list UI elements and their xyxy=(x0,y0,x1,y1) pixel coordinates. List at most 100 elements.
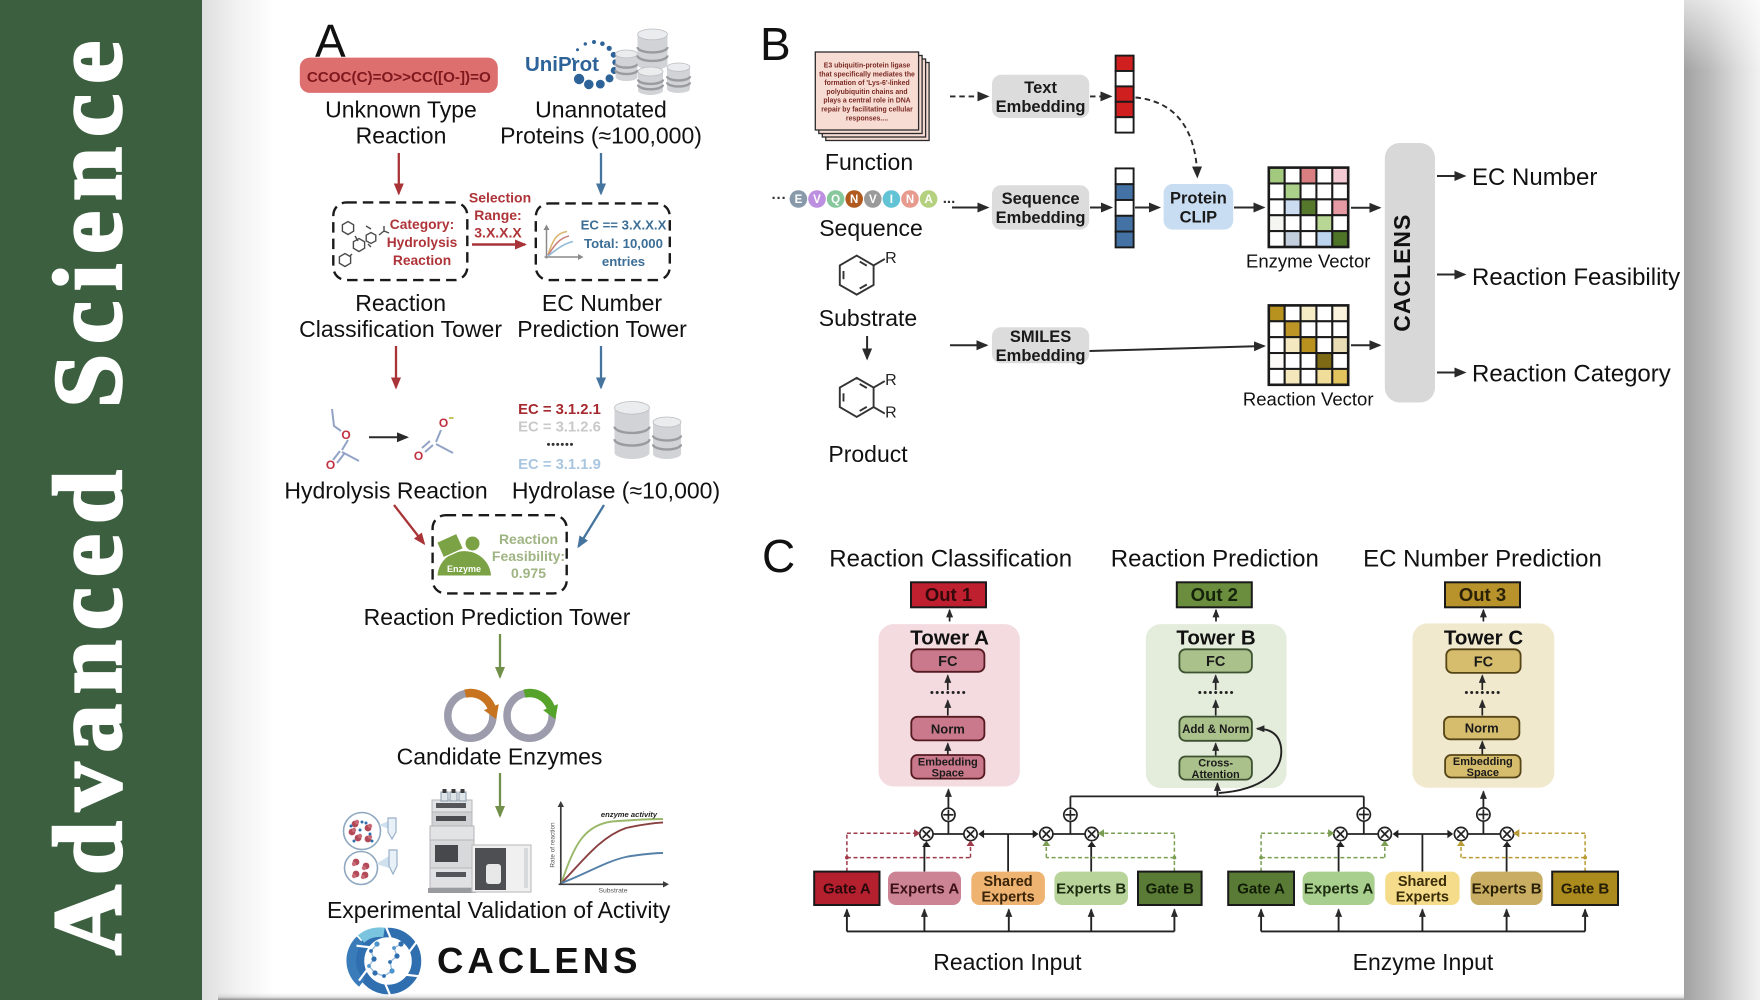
svg-text:3.X.X.X: 3.X.X.X xyxy=(474,225,522,241)
svg-text:CACLENS: CACLENS xyxy=(437,940,641,981)
svg-text:Reaction: Reaction xyxy=(355,290,446,316)
svg-text:polyubiquitin chains and: polyubiquitin chains and xyxy=(826,89,907,96)
svg-text:CLIP: CLIP xyxy=(1180,208,1218,226)
svg-text:C: C xyxy=(762,530,795,582)
svg-text:Reaction Feasibility: Reaction Feasibility xyxy=(1472,264,1680,291)
svg-text:SMILES: SMILES xyxy=(1010,328,1071,346)
svg-text:CACLENS: CACLENS xyxy=(1389,214,1415,332)
svg-text:Cross-: Cross- xyxy=(1198,758,1233,770)
svg-text:Space: Space xyxy=(1467,767,1499,779)
svg-text:Selection: Selection xyxy=(469,190,531,206)
svg-text:Out 3: Out 3 xyxy=(1459,584,1506,605)
svg-text:Space: Space xyxy=(932,768,964,780)
svg-text:Reaction Classification: Reaction Classification xyxy=(829,546,1072,573)
svg-text:Reaction Input: Reaction Input xyxy=(933,949,1082,975)
svg-text:Feasibility:: Feasibility: xyxy=(492,548,565,564)
svg-text:Shared: Shared xyxy=(984,874,1033,890)
svg-text:Experts: Experts xyxy=(1396,889,1449,905)
svg-text:Experts B: Experts B xyxy=(1056,881,1126,898)
svg-text:Embedding: Embedding xyxy=(1453,756,1513,768)
svg-text:EC Number Prediction: EC Number Prediction xyxy=(1363,546,1602,573)
svg-text:Prediction Tower: Prediction Tower xyxy=(517,316,687,342)
svg-text:Sequence: Sequence xyxy=(1002,190,1080,208)
svg-text:EC = 3.1.2.1: EC = 3.1.2.1 xyxy=(518,402,601,418)
svg-text:Reaction Prediction: Reaction Prediction xyxy=(1111,546,1319,573)
svg-text:Rate of reaction: Rate of reaction xyxy=(550,822,557,868)
svg-text:E: E xyxy=(795,194,803,206)
svg-text:Attention: Attention xyxy=(1192,769,1241,781)
svg-text:UniProt: UniProt xyxy=(525,53,599,76)
svg-text:V: V xyxy=(869,194,877,206)
svg-text:entries: entries xyxy=(602,254,645,269)
svg-text:Reaction: Reaction xyxy=(393,253,451,268)
svg-text:FC: FC xyxy=(938,654,958,670)
svg-text:Shared: Shared xyxy=(1398,874,1447,890)
svg-text:Embedding: Embedding xyxy=(996,98,1086,116)
svg-text:V: V xyxy=(813,194,821,206)
svg-text:Enzyme: Enzyme xyxy=(447,564,481,574)
svg-text:Hydrolase (≈10,000): Hydrolase (≈10,000) xyxy=(512,478,720,504)
svg-text:N: N xyxy=(850,194,858,206)
svg-text:Out 2: Out 2 xyxy=(1191,584,1238,605)
svg-text:Add & Norm: Add & Norm xyxy=(1182,724,1249,736)
svg-text:EC = 3.1.1.9: EC = 3.1.1.9 xyxy=(518,457,601,473)
svg-text:Unannotated: Unannotated xyxy=(535,97,667,123)
svg-text:repair by facilitating cellula: repair by facilitating cellular xyxy=(821,107,913,114)
svg-text:Category:: Category: xyxy=(390,217,454,232)
svg-text:Protein: Protein xyxy=(1170,189,1227,207)
svg-text:Hydrolysis: Hydrolysis xyxy=(387,235,458,250)
svg-text:responses....: responses.... xyxy=(846,115,888,122)
svg-text:0.975: 0.975 xyxy=(511,565,546,581)
svg-text:Range:: Range: xyxy=(474,207,521,223)
svg-text:EC == 3.X.X.X: EC == 3.X.X.X xyxy=(581,218,667,233)
svg-text:O: O xyxy=(439,416,448,430)
svg-text:that specifically mediates the: that specifically mediates the xyxy=(819,71,915,78)
svg-text:Gate B: Gate B xyxy=(1561,881,1610,898)
svg-text:O: O xyxy=(414,449,423,463)
svg-text:R: R xyxy=(885,372,897,389)
svg-text:enzyme activity: enzyme activity xyxy=(601,810,658,819)
svg-text:Tower B: Tower B xyxy=(1176,627,1255,650)
svg-text:Out 1: Out 1 xyxy=(925,584,972,605)
svg-text:Reaction Vector: Reaction Vector xyxy=(1243,389,1374,410)
svg-text:Substrate: Substrate xyxy=(819,305,917,331)
svg-text:Experts A: Experts A xyxy=(890,881,960,898)
svg-text:Enzyme Vector: Enzyme Vector xyxy=(1246,251,1370,272)
svg-text:EC = 3.1.2.6: EC = 3.1.2.6 xyxy=(518,420,601,436)
svg-text:Tower C: Tower C xyxy=(1444,627,1524,650)
svg-text:Embedding: Embedding xyxy=(996,347,1086,365)
svg-text:Product: Product xyxy=(828,441,908,467)
svg-text:formation of 'Lys-6'-linked: formation of 'Lys-6'-linked xyxy=(824,80,909,87)
svg-text:Proteins (≈100,000): Proteins (≈100,000) xyxy=(500,123,702,149)
svg-text:Experts: Experts xyxy=(981,889,1034,905)
svg-text:CCOC(C)=O>>CC([O-])=O: CCOC(C)=O>>CC([O-])=O xyxy=(307,69,491,86)
svg-text:EC Number: EC Number xyxy=(1472,164,1597,191)
svg-text:Reaction: Reaction xyxy=(499,531,558,547)
svg-text:Gate A: Gate A xyxy=(823,881,871,898)
svg-text:N: N xyxy=(906,194,914,206)
svg-text:Hydrolysis Reaction: Hydrolysis Reaction xyxy=(284,478,487,504)
svg-text:O: O xyxy=(341,428,350,442)
svg-text:Q: Q xyxy=(831,194,840,206)
svg-text:plays a central role in DNA: plays a central role in DNA xyxy=(823,98,910,105)
svg-text:Reaction Prediction Tower: Reaction Prediction Tower xyxy=(364,604,631,630)
svg-text:Substrate: Substrate xyxy=(598,888,627,895)
svg-text:Unknown Type: Unknown Type xyxy=(325,97,477,123)
svg-text:Enzyme Input: Enzyme Input xyxy=(1353,949,1494,975)
svg-text:O: O xyxy=(326,458,335,472)
svg-text:Total: 10,000: Total: 10,000 xyxy=(584,236,663,251)
svg-text:Reaction: Reaction xyxy=(356,123,447,149)
svg-text:Text: Text xyxy=(1024,79,1057,97)
svg-text:Experts A: Experts A xyxy=(1304,881,1374,898)
svg-text:Norm: Norm xyxy=(1465,721,1499,736)
svg-text:B: B xyxy=(760,18,791,70)
svg-text:I: I xyxy=(890,194,893,206)
svg-text:Gate B: Gate B xyxy=(1146,881,1195,898)
svg-text:Embedding: Embedding xyxy=(918,756,978,768)
svg-text:Experts B: Experts B xyxy=(1472,881,1542,898)
svg-text:E3 ubiquitin-protein ligase: E3 ubiquitin-protein ligase xyxy=(824,63,911,70)
svg-text:Norm: Norm xyxy=(931,721,965,736)
svg-text:Function: Function xyxy=(825,149,913,175)
svg-text:A: A xyxy=(924,194,932,206)
svg-text:FC: FC xyxy=(1206,654,1226,670)
